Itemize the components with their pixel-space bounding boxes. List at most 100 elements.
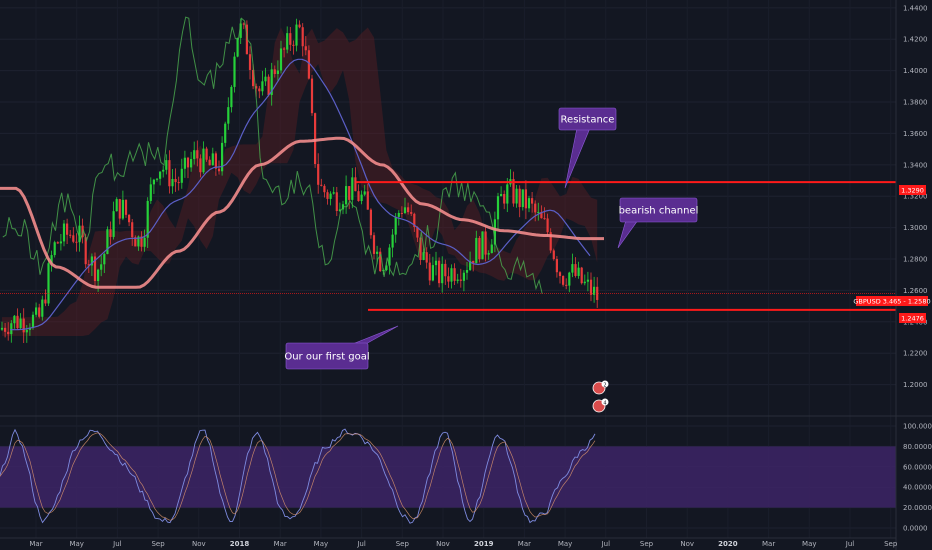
price-tick-label: 1.3600 xyxy=(903,130,928,138)
candle-body xyxy=(385,265,388,271)
candle-body xyxy=(245,24,248,55)
candle-body xyxy=(230,86,233,108)
candle-body xyxy=(472,260,475,264)
candle-body xyxy=(407,207,410,213)
candle-body xyxy=(341,204,345,210)
candle-body xyxy=(208,159,211,166)
candle-body xyxy=(174,178,177,183)
candle-body xyxy=(323,185,326,193)
time-tick-label: Sep xyxy=(396,540,410,548)
candle-body xyxy=(565,284,568,286)
time-axis[interactable]: Mar May Jul Sep Nov 2018 Mar May Jul Sep Nov 2019 Ma… xyxy=(29,540,897,548)
candle-body xyxy=(7,331,10,335)
candle-body xyxy=(583,281,586,284)
candle-body xyxy=(38,307,41,317)
candle-body xyxy=(224,123,227,143)
candle-body xyxy=(475,237,478,264)
candle-body xyxy=(568,272,571,286)
candle-body xyxy=(28,327,31,330)
candle-body xyxy=(540,211,543,219)
candle-body xyxy=(4,327,7,332)
candle-body xyxy=(320,184,323,186)
candle-body xyxy=(162,169,165,172)
price-tick-label: 1.2800 xyxy=(903,256,928,264)
resistance-callout[interactable]: Resistance xyxy=(558,107,617,189)
first-goal-callout[interactable]: Our our first goal xyxy=(284,325,399,370)
candle-body xyxy=(555,259,558,273)
candle-body xyxy=(47,263,50,304)
candle-body xyxy=(481,231,484,260)
candle-body xyxy=(304,46,307,51)
candle-body xyxy=(416,226,419,238)
time-tick-label: Mar xyxy=(762,540,775,548)
svg-text:1.2476: 1.2476 xyxy=(901,314,924,322)
candle-body xyxy=(586,279,589,282)
candle-body xyxy=(227,107,230,124)
candle-body xyxy=(589,279,593,295)
candle-body xyxy=(534,203,537,213)
candle-body xyxy=(441,263,444,284)
candle-body xyxy=(118,199,121,219)
candle-body xyxy=(131,222,134,238)
candle-body xyxy=(531,198,534,204)
candle-body xyxy=(376,251,379,254)
candle-body xyxy=(279,48,283,71)
oscillator-tick-label: 0.0000 xyxy=(903,525,928,533)
candle-body xyxy=(419,237,422,260)
candles[interactable] xyxy=(0,18,599,344)
bearish-channel-callout[interactable]: bearish channel xyxy=(617,197,698,249)
candle-body xyxy=(422,252,425,260)
candle-body xyxy=(183,157,186,169)
candle-body xyxy=(217,168,221,172)
candle-body xyxy=(496,196,500,220)
candle-body xyxy=(258,88,261,92)
candle-body xyxy=(354,177,357,192)
candle-body xyxy=(552,250,555,260)
oscillator-axis[interactable]: 100.0000 80.0000 60.0000 40.0000 20.0000 0.00… xyxy=(903,423,932,533)
time-tick-label: Sep xyxy=(884,540,898,548)
oscillator-line-k xyxy=(0,428,596,524)
candle-body xyxy=(143,237,146,247)
candle-body xyxy=(205,148,208,160)
candle-body xyxy=(267,76,270,96)
candle-body xyxy=(369,209,372,236)
candle-body xyxy=(16,315,19,329)
candle-body xyxy=(199,158,202,173)
time-tick-label: Jul xyxy=(356,540,366,548)
candle-body xyxy=(577,267,580,276)
price-tick-label: 1.2000 xyxy=(903,381,928,389)
candle-body xyxy=(394,216,397,235)
candle-body xyxy=(50,255,53,264)
candle-body xyxy=(527,198,531,209)
candle-body xyxy=(97,269,100,282)
candle-body xyxy=(242,23,245,25)
candle-body xyxy=(100,264,103,270)
candle-body xyxy=(276,70,279,75)
candle-body xyxy=(252,69,255,87)
candle-body xyxy=(543,218,546,220)
candle-body xyxy=(500,194,503,197)
candle-body xyxy=(93,256,97,282)
event-badge-1[interactable]: 2 xyxy=(592,380,609,395)
svg-text:GBPUSD 3.465 - 1.2580: GBPUSD 3.465 - 1.2580 xyxy=(853,297,930,305)
candle-body xyxy=(59,241,62,244)
candle-body xyxy=(35,307,38,315)
candle-body xyxy=(447,276,450,282)
time-tick-label: Nov xyxy=(436,540,450,548)
candle-body xyxy=(332,192,335,194)
candle-body xyxy=(134,237,137,247)
price-tick-label: 1.4400 xyxy=(903,4,928,12)
candle-body xyxy=(456,279,459,281)
candle-body xyxy=(128,214,131,223)
candle-body xyxy=(221,142,224,172)
candle-body xyxy=(317,164,320,185)
candle-body xyxy=(140,236,143,247)
candle-body xyxy=(236,37,239,57)
time-tick-label: Jul xyxy=(601,540,611,548)
candle-body xyxy=(366,191,369,210)
candle-body xyxy=(286,33,289,50)
time-tick-label: Sep xyxy=(151,540,165,548)
candle-body xyxy=(264,76,267,82)
event-badge-2[interactable]: 4 xyxy=(592,398,609,413)
